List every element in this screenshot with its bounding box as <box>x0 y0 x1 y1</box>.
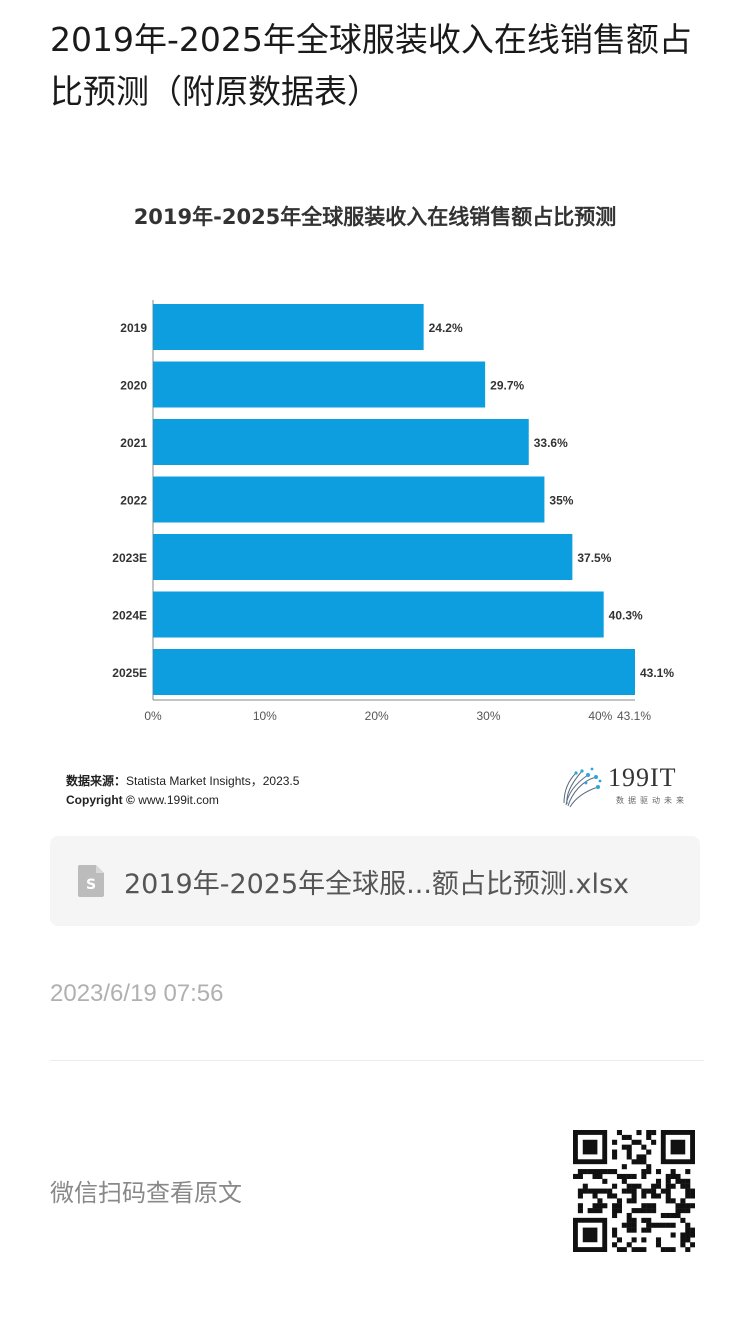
x-tick-label: 20% <box>365 709 389 723</box>
spreadsheet-file-icon: S <box>78 865 104 897</box>
bar-chart: 2019年-2025年全球服装收入在线销售额占比预测 2019 24.2% 2020… <box>112 205 674 723</box>
source-line: 数据来源：Statista Market Insights，2023.5 <box>66 772 299 789</box>
category-label: 2019 <box>120 321 147 335</box>
category-label: 2024E <box>112 609 147 623</box>
bar-2020 <box>153 361 486 408</box>
data-label: 37.5% <box>577 551 611 565</box>
copyright-line: Copyright © www.199it.com <box>66 793 219 807</box>
logo-subtitle: 数据驱动未来 <box>616 796 688 805</box>
data-label: 35% <box>549 494 573 508</box>
x-tick-label: 40% <box>588 709 612 723</box>
copyright-label: Copyright © <box>66 793 135 807</box>
category-label: 2023E <box>112 551 147 565</box>
bar-2024e <box>153 591 604 638</box>
category-label: 2025E <box>112 666 147 680</box>
site-logo: 199IT 数据驱动未来 <box>558 763 698 811</box>
post-timestamp: 2023/6/19 07:56 <box>50 980 224 1007</box>
data-label: 33.6% <box>534 436 568 450</box>
bar-2025e <box>153 649 635 695</box>
bar-2021 <box>153 419 529 465</box>
scan-hint: 微信扫码查看原文 <box>50 1179 242 1207</box>
bar-2019 <box>153 304 424 350</box>
category-label: 2021 <box>120 436 147 450</box>
qr-code-icon[interactable] <box>573 1130 696 1253</box>
logo-text: 199IT <box>608 763 677 792</box>
dandelion-logo-icon <box>563 767 602 808</box>
category-label: 2022 <box>120 494 147 508</box>
source-text: Statista Market Insights，2023.5 <box>126 774 300 788</box>
chart-card: 2019年-2025年全球服装收入在线销售额占比预测 2019 24.2% 2020… <box>50 180 710 820</box>
svg-text:S: S <box>86 877 96 893</box>
data-label: 29.7% <box>490 379 524 393</box>
divider <box>50 1060 704 1061</box>
x-tick-label: 43.1% <box>617 709 651 723</box>
category-label: 2020 <box>120 379 147 393</box>
x-tick-label: 30% <box>476 709 500 723</box>
copyright-text: www.199it.com <box>138 793 219 807</box>
data-label: 43.1% <box>640 666 674 680</box>
x-tick-label: 0% <box>144 709 162 723</box>
data-label: 24.2% <box>429 321 463 335</box>
chart-title: 2019年-2025年全球服装收入在线销售额占比预测 <box>134 205 617 229</box>
attachment-card[interactable]: S 2019年-2025年全球服...额占比预测.xlsx <box>50 836 700 926</box>
bar-2022 <box>153 476 545 523</box>
x-tick-label: 10% <box>253 709 277 723</box>
page-title: 2019年-2025年全球服装收入在线销售额占比预测（附原数据表） <box>50 20 692 111</box>
source-label: 数据来源： <box>66 774 127 788</box>
data-label: 40.3% <box>609 609 643 623</box>
attachment-filename: 2019年-2025年全球服...额占比预测.xlsx <box>124 868 630 900</box>
bar-2023e <box>153 534 573 580</box>
